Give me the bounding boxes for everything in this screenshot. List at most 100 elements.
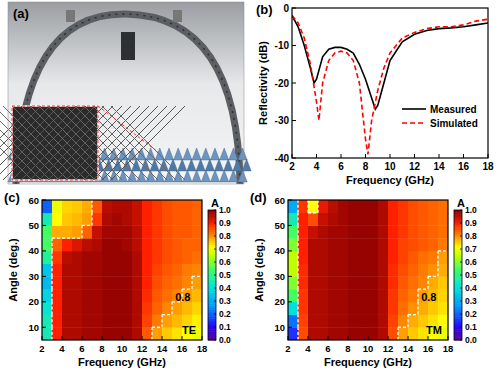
heat-cell [388,225,398,238]
x-tick-label: 6 [338,161,344,172]
absorber [183,170,192,182]
heat-cell [408,302,418,315]
heat-cell [52,225,62,238]
contour-line [417,289,418,302]
colorbar-tick [460,327,462,328]
heat-cell [92,225,102,238]
y-tick [292,83,296,84]
x-axis-label: Frequency (GHz) [324,356,412,368]
heat-cell [72,238,82,251]
heat-cell [112,276,122,289]
heat-cell [92,327,102,340]
heat-cell [438,225,448,238]
heat-cell [162,213,172,226]
y-tick [292,158,296,159]
x-tick [365,154,366,158]
lattice [0,106,41,180]
x-tick-label: 2 [285,343,290,354]
heat-cell [428,251,438,264]
heat-cell [52,238,62,251]
heat-cell [318,200,328,213]
x-tick [122,336,123,340]
y-tick-label: -20 [275,78,290,89]
lattice [93,106,167,180]
colorbar-tick [460,340,462,341]
heat-cell [398,238,408,251]
heat-cell [428,200,438,213]
y-tick-label: 40 [274,245,285,256]
absorber [233,159,242,171]
y-tick [288,301,292,302]
heat-cell [72,264,82,277]
legend: MeasuredSimulated [402,104,478,129]
photo-background [8,2,244,184]
absorber [192,170,201,182]
heat-cell [162,264,172,277]
heat-cell [308,302,318,315]
y-tick-label: 50 [28,220,39,231]
heat-cell [52,213,62,226]
heat-cell [132,276,142,289]
heat-cell [338,213,348,226]
heat-cell [368,302,378,315]
panel-label: (c) [4,190,20,205]
heat-cell [72,327,82,340]
heat-cell [328,302,338,315]
heat-cell [152,276,162,289]
colorbar-tick-label: 0.5 [465,270,477,280]
heat-cell [338,264,348,277]
absorber [201,170,210,182]
heat-cell [368,315,378,328]
heat-cell [368,276,378,289]
y-tick-label: 10 [274,322,285,333]
colorbar-tick [214,210,216,211]
heat-cell [318,251,328,264]
x-tick-label: 4 [59,343,65,354]
contour-line [398,327,408,328]
heat-cell [162,289,172,302]
contour-line [82,225,92,226]
heat-cell [368,327,378,340]
heat-cell [338,315,348,328]
lattice [111,106,185,180]
colorbar-tick-label: 0.4 [465,283,477,293]
heat-cell [112,289,122,302]
contour-line [51,315,52,328]
inset-frame [12,106,98,180]
lattice [84,106,158,180]
heat-cell [42,276,52,289]
y-tick [288,200,292,201]
x-tick-label: 2 [39,343,44,354]
heat-cell [162,251,172,264]
heat-cell [132,289,142,302]
colorbar-tick-label: 0.9 [465,218,477,228]
contour-line [307,200,308,213]
heat-cell [162,200,172,213]
x-tick [316,154,317,158]
heat-cell [42,264,52,277]
heat-cell [192,225,202,238]
contour-line [408,314,418,315]
lattice [57,106,131,180]
heat-cell [132,225,142,238]
heat-cell [152,289,162,302]
heat-cell [388,238,398,251]
heat-cell [182,276,192,289]
y-tick-label: -10 [275,40,290,51]
absorber [187,159,196,171]
heat-cell [172,238,182,251]
heat-cell [142,213,152,226]
y-tick [288,225,292,226]
heat-cell [192,264,202,277]
contour-line [297,327,298,340]
heat-cell [152,238,162,251]
y-tick-label: 60 [28,195,39,206]
heat-cell [358,289,368,302]
heat-cell [288,225,298,238]
heat-cell [182,200,192,213]
colorbar-tick [460,249,462,250]
heat-cell [358,264,368,277]
contour-line [91,213,92,226]
heat-cell [102,315,112,328]
heat-cell [142,238,152,251]
